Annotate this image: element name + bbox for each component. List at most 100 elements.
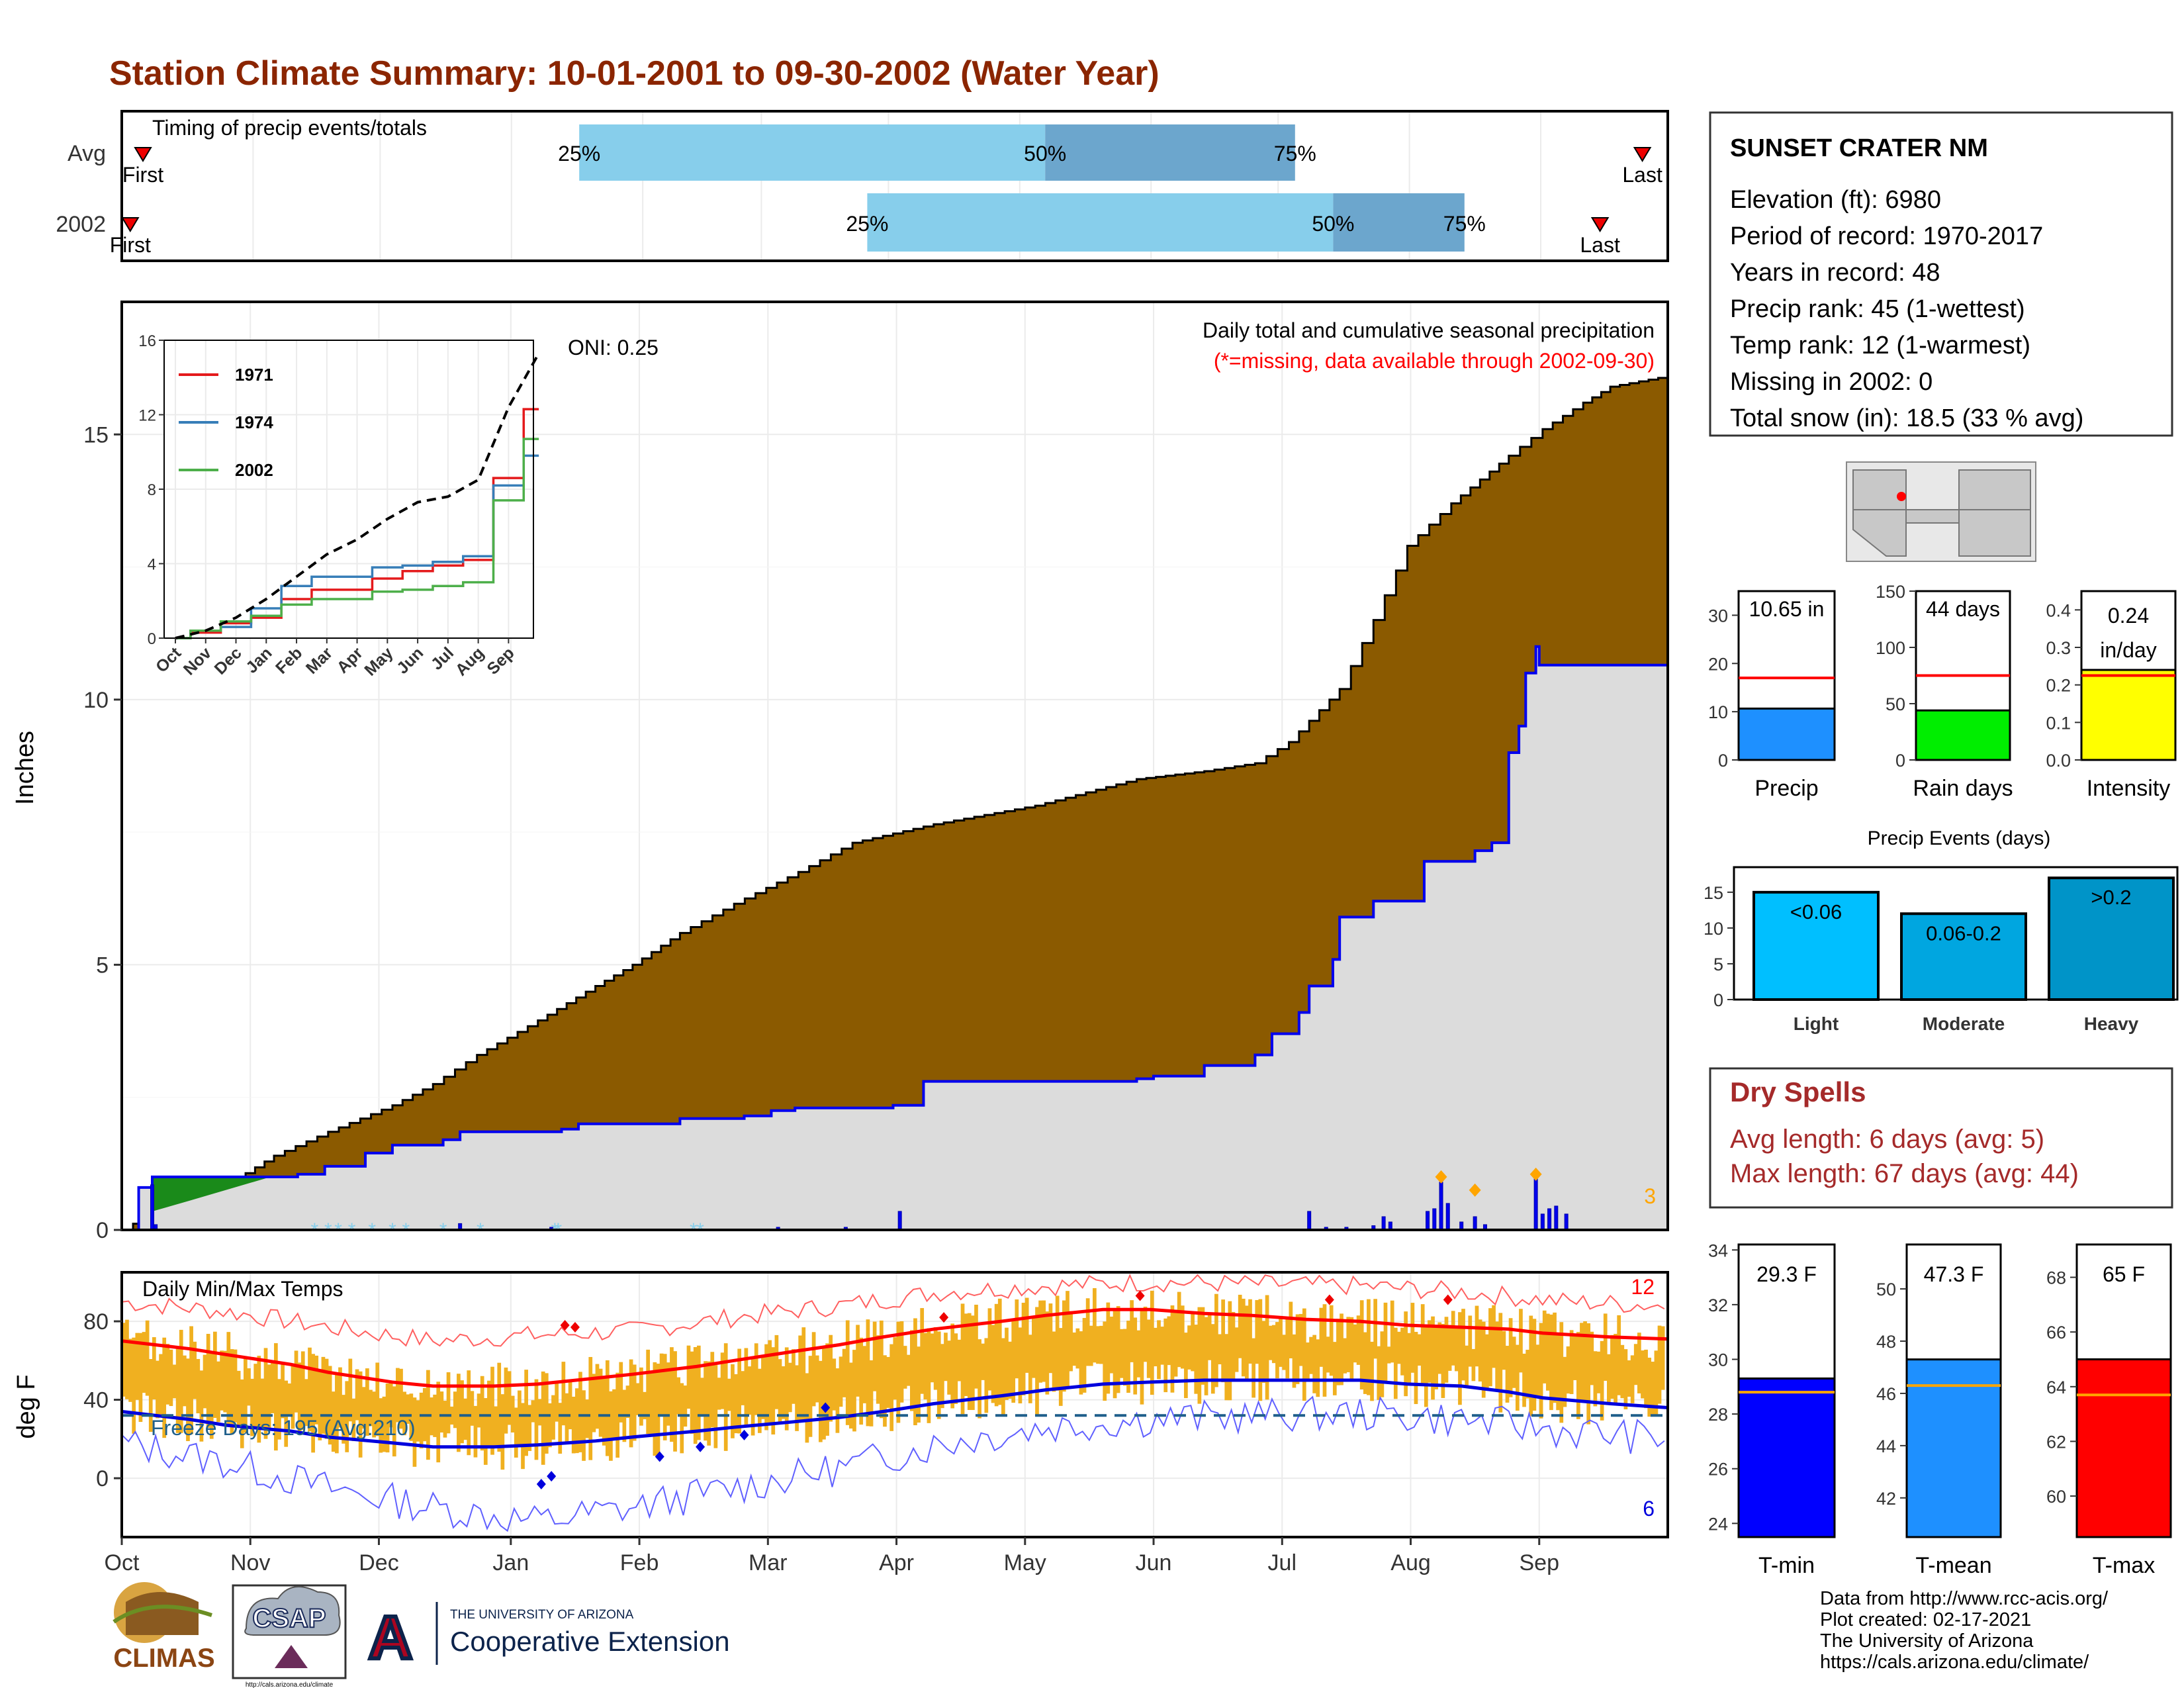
daily-temp-range-bar [406, 1394, 410, 1424]
daily-temp-range-bar [152, 1337, 156, 1400]
daily-temp-range-bar [585, 1399, 590, 1438]
daily-temp-range-bar [1126, 1321, 1130, 1393]
daily-temp-range-bar [1298, 1313, 1303, 1366]
daily-temp-range-bar [940, 1344, 944, 1409]
mini-bar-y-tick-label: 44 [1876, 1436, 1896, 1456]
daily-temp-range-bar [1079, 1331, 1083, 1395]
daily-temp-range-bar [1661, 1326, 1665, 1390]
daily-temp-range-bar [1218, 1334, 1222, 1364]
daily-temp-range-bar [534, 1379, 539, 1460]
daily-temp-range-bar [808, 1356, 813, 1437]
daily-temp-range-bar [138, 1333, 143, 1423]
precip-y-tick-label: 5 [96, 953, 109, 978]
station-name: SUNSET CRATER NM [1730, 134, 1988, 162]
extreme-event-count: 3 [1644, 1184, 1656, 1208]
daily-temp-range-bar [653, 1362, 657, 1456]
ua-cooperative-extension-logo: A THE UNIVERSITY OF ARIZONA Cooperative … [367, 1602, 730, 1673]
daily-temp-range-bar [226, 1332, 231, 1427]
daily-temp-range-bar [997, 1298, 1002, 1405]
daily-temp-range-bar [527, 1405, 532, 1451]
daily-temp-range-bar [128, 1338, 132, 1402]
daily-temp-range-bar [991, 1325, 995, 1403]
daily-temp-range-bar [788, 1362, 792, 1413]
daily-temp-range-bar [277, 1379, 281, 1440]
daily-temp-range-bar [574, 1388, 579, 1454]
daily-temp-range-bar [1535, 1344, 1540, 1397]
daily-temp-range-bar [1258, 1299, 1263, 1401]
daily-temp-range-bar [565, 1393, 569, 1442]
daily-temp-range-bar [1180, 1305, 1185, 1369]
daily-temp-range-bar [463, 1398, 467, 1440]
daily-temp-range-bar [1285, 1317, 1290, 1379]
daily-temp-range-bar [612, 1389, 616, 1438]
daily-temp-range-bar [1505, 1346, 1510, 1403]
daily-temp-range-bar [449, 1406, 454, 1425]
daily-temp-range-bar [287, 1383, 292, 1415]
daily-temp-range-bar [1336, 1319, 1340, 1385]
daily-temp-range-bar [514, 1407, 518, 1458]
daily-temp-range-bar [707, 1361, 711, 1446]
daily-temp-range-bar [132, 1337, 136, 1434]
daily-temp-range-bar [473, 1405, 478, 1458]
daily-temp-range-bar [1590, 1331, 1594, 1385]
temp-record-markers [536, 1290, 1453, 1489]
daily-temp-range-bar [281, 1364, 285, 1419]
daily-temp-range-bar [1420, 1304, 1425, 1386]
daily-temp-range-bar [1454, 1328, 1459, 1372]
daily-temp-range-bar [862, 1346, 867, 1403]
daily-temp-range-bar [1431, 1316, 1435, 1400]
daily-temp-range-bar [1210, 1324, 1215, 1394]
dry-spells-title: Dry Spells [1730, 1076, 1866, 1107]
daily-temp-range-bar [169, 1349, 173, 1407]
climas-logo: CLIMAS [113, 1582, 215, 1673]
daily-temp-range-bar [1563, 1356, 1567, 1407]
daily-temp-range-bar [1492, 1305, 1496, 1368]
daily-temp-range-bar [930, 1333, 934, 1383]
timing-row-label-avg: Avg [68, 141, 106, 166]
daily-temp-range-bar [1637, 1333, 1641, 1393]
daily-temp-range-bar [537, 1399, 542, 1426]
daily-temp-range-bar [1644, 1349, 1648, 1409]
daily-temp-range-bar [1593, 1351, 1598, 1407]
daily-temp-range-bar [801, 1327, 806, 1421]
csap-mountain-icon [275, 1645, 308, 1668]
event-bar-label: >0.2 [2091, 886, 2131, 909]
daily-temp-range-bar [1451, 1311, 1455, 1366]
daily-temp-range-bar [879, 1320, 884, 1419]
daily-temp-range-bar [521, 1403, 525, 1470]
daily-temp-range-bar [1522, 1353, 1526, 1407]
daily-temp-range-bar [1583, 1321, 1587, 1401]
daily-temp-range-bar [183, 1355, 187, 1407]
daily-temp-range-bar [382, 1396, 387, 1452]
daily-temp-range-bar [1241, 1298, 1246, 1377]
daily-temp-range-bar [240, 1379, 244, 1448]
daily-temp-range-bar [291, 1364, 295, 1429]
daily-temp-range-bar [1001, 1338, 1005, 1416]
daily-temp-range-bar [1062, 1300, 1066, 1392]
mini-bar-value-label: 65 F [2103, 1262, 2145, 1286]
mini-bar-y-tick-label: 0 [1895, 751, 1905, 771]
daily-temp-range-bar [267, 1364, 271, 1428]
station-box-border [1709, 111, 2173, 437]
daily-temp-range-bar [686, 1345, 691, 1409]
daily-temp-range-bar [1082, 1317, 1087, 1393]
daily-temp-range-bar [829, 1335, 833, 1422]
footer-credits: Data from http://www.rcc-acis.org/ Plot … [1820, 1588, 2109, 1673]
month-x-tick-label: Aug [1390, 1550, 1431, 1575]
timing-panel-border [120, 110, 1669, 262]
daily-temp-range-bar [531, 1400, 535, 1423]
daily-temp-range-bar [125, 1319, 129, 1399]
daily-temp-range-bar [906, 1354, 911, 1386]
daily-temp-range-bar [419, 1392, 424, 1448]
daily-temp-range-bar [551, 1395, 555, 1440]
daily-temp-range-bar [1089, 1325, 1093, 1366]
daily-temp-range-bar [1214, 1293, 1218, 1387]
daily-temp-range-bar [764, 1344, 768, 1430]
daily-temp-range-bar [369, 1389, 373, 1427]
daily-temp-range-bar [1620, 1344, 1625, 1399]
daily-temp-range-bar [1390, 1300, 1394, 1363]
mini-bar-y-tick-label: 0.1 [2046, 713, 2071, 733]
inset-legend: 1971 1974 2002 [179, 365, 273, 480]
mini-bar-value [2080, 669, 2177, 761]
